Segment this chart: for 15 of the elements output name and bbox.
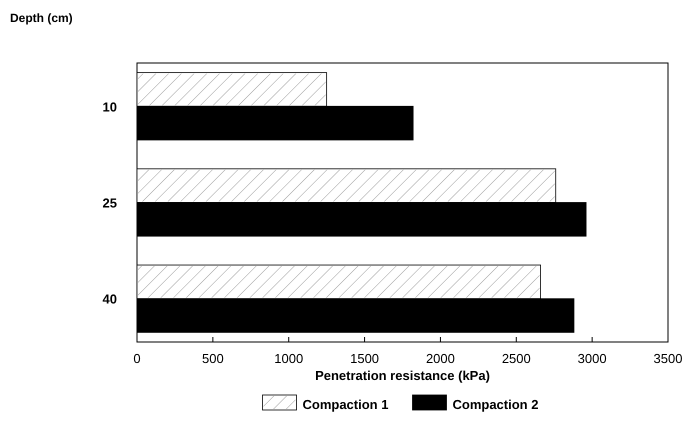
x-tick-label: 0 [133,351,141,366]
y-tick-label: 10 [102,99,117,114]
y-axis-title: Depth (cm) [10,11,73,25]
x-tick-label: 3000 [578,351,607,366]
y-tick-label: 40 [102,292,117,307]
legend-label: Compaction 1 [302,397,388,412]
x-tick-label: 500 [202,351,224,366]
x-tick-label: 1500 [350,351,380,366]
legend-label: Compaction 2 [452,397,538,412]
x-tick-label: 2000 [426,351,455,366]
x-axis-title: Penetration resistance (kPa) [315,368,490,383]
x-tick-label: 1000 [274,351,304,366]
y-tick-label: 25 [102,196,117,210]
x-tick-label: 3500 [654,351,682,366]
x-tick-label: 2500 [502,351,531,366]
